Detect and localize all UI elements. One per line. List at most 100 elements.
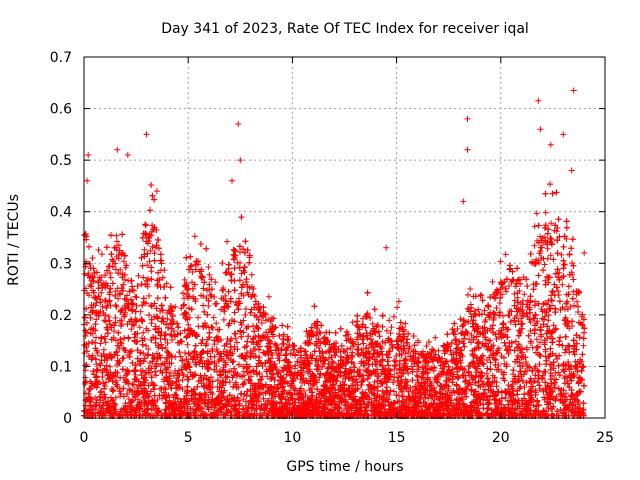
data-point xyxy=(340,407,347,414)
chart-title: Day 341 of 2023, Rate Of TEC Index for r… xyxy=(161,21,529,37)
data-point xyxy=(531,223,538,230)
data-point xyxy=(181,276,188,283)
data-point xyxy=(386,391,393,398)
data-point xyxy=(400,393,407,400)
data-point xyxy=(195,314,201,321)
data-point xyxy=(468,332,475,338)
data-point xyxy=(146,292,152,299)
data-point xyxy=(432,334,439,341)
data-point xyxy=(105,313,112,320)
data-point xyxy=(93,316,100,323)
data-point xyxy=(502,394,509,401)
data-point xyxy=(511,290,518,297)
data-point xyxy=(390,313,397,320)
data-point xyxy=(394,304,401,311)
data-point xyxy=(99,251,105,258)
data-point xyxy=(213,320,220,327)
data-point xyxy=(316,374,323,381)
data-point xyxy=(143,342,150,349)
data-point xyxy=(415,366,422,373)
data-point xyxy=(541,261,548,268)
data-point xyxy=(550,256,557,263)
data-point xyxy=(553,228,560,235)
data-point xyxy=(163,280,170,287)
data-point xyxy=(475,306,482,313)
data-point xyxy=(181,295,188,302)
data-point xyxy=(164,315,171,322)
data-point xyxy=(574,298,581,305)
data-point xyxy=(489,278,496,285)
data-point xyxy=(395,298,402,305)
data-point xyxy=(189,269,196,275)
data-point xyxy=(527,327,534,334)
data-point xyxy=(556,269,563,276)
data-point xyxy=(248,271,255,278)
data-point xyxy=(317,330,324,337)
data-point xyxy=(451,331,458,338)
data-point xyxy=(535,272,542,279)
data-point xyxy=(347,345,354,352)
data-point xyxy=(497,258,504,265)
data-point xyxy=(534,318,541,325)
data-point xyxy=(242,306,249,312)
data-point xyxy=(107,302,114,309)
data-point xyxy=(98,289,105,296)
data-point xyxy=(565,319,572,326)
data-point xyxy=(167,331,173,338)
data-point xyxy=(258,320,265,326)
data-point xyxy=(499,291,506,298)
data-point xyxy=(113,232,120,239)
data-point xyxy=(145,327,152,334)
data-point xyxy=(99,303,106,310)
data-point xyxy=(145,346,152,353)
data-point xyxy=(142,221,149,228)
data-point xyxy=(140,274,147,281)
data-point xyxy=(269,314,275,321)
data-point xyxy=(128,326,135,333)
data-point xyxy=(115,242,122,249)
data-point xyxy=(177,353,184,360)
data-point xyxy=(386,317,393,324)
data-point xyxy=(487,359,494,366)
data-point xyxy=(262,317,269,324)
data-point xyxy=(387,330,394,337)
data-point xyxy=(265,293,272,300)
data-point xyxy=(185,321,192,328)
data-point xyxy=(536,361,543,368)
data-point xyxy=(391,357,398,364)
data-point xyxy=(365,400,372,407)
data-point xyxy=(502,251,509,258)
data-point xyxy=(558,251,565,258)
data-point xyxy=(349,319,356,326)
data-point xyxy=(146,258,153,265)
data-point xyxy=(530,402,537,409)
data-point xyxy=(256,354,263,361)
data-point xyxy=(210,314,217,321)
data-point xyxy=(207,291,214,298)
data-point xyxy=(234,339,240,346)
data-point xyxy=(82,362,89,369)
data-point xyxy=(205,303,212,309)
data-point xyxy=(161,267,168,273)
data-point xyxy=(505,350,512,357)
data-point xyxy=(167,370,174,376)
data-point xyxy=(383,391,390,397)
data-point xyxy=(240,329,247,336)
data-point xyxy=(552,270,559,277)
data-point xyxy=(533,210,540,217)
data-point xyxy=(516,288,523,294)
data-point xyxy=(118,390,124,397)
data-point xyxy=(188,262,195,269)
data-point xyxy=(200,302,207,309)
data-point xyxy=(114,352,121,359)
data-point xyxy=(117,266,124,273)
data-point xyxy=(147,247,154,254)
data-point xyxy=(550,322,557,329)
data-point xyxy=(161,283,168,290)
data-point xyxy=(369,320,376,327)
data-point xyxy=(219,287,226,294)
data-point xyxy=(571,302,577,309)
data-point xyxy=(135,272,142,279)
data-point xyxy=(533,336,540,343)
data-point xyxy=(527,375,534,382)
